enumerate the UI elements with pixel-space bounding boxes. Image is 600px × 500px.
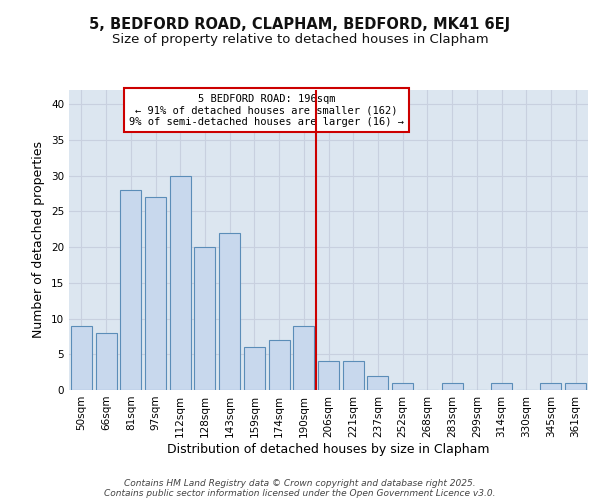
Bar — [392, 383, 413, 390]
Bar — [293, 326, 314, 390]
Text: Contains public sector information licensed under the Open Government Licence v3: Contains public sector information licen… — [104, 488, 496, 498]
Bar — [343, 362, 364, 390]
Bar — [95, 333, 116, 390]
Bar — [541, 383, 562, 390]
Bar — [145, 197, 166, 390]
Text: 5 BEDFORD ROAD: 196sqm
← 91% of detached houses are smaller (162)
9% of semi-det: 5 BEDFORD ROAD: 196sqm ← 91% of detached… — [129, 94, 404, 127]
Text: Contains HM Land Registry data © Crown copyright and database right 2025.: Contains HM Land Registry data © Crown c… — [124, 478, 476, 488]
Bar — [442, 383, 463, 390]
Text: Size of property relative to detached houses in Clapham: Size of property relative to detached ho… — [112, 32, 488, 46]
Bar — [565, 383, 586, 390]
Bar — [491, 383, 512, 390]
Y-axis label: Number of detached properties: Number of detached properties — [32, 142, 46, 338]
Bar — [269, 340, 290, 390]
Bar — [170, 176, 191, 390]
Bar — [71, 326, 92, 390]
X-axis label: Distribution of detached houses by size in Clapham: Distribution of detached houses by size … — [167, 442, 490, 456]
Bar — [219, 233, 240, 390]
Bar — [120, 190, 141, 390]
Text: 5, BEDFORD ROAD, CLAPHAM, BEDFORD, MK41 6EJ: 5, BEDFORD ROAD, CLAPHAM, BEDFORD, MK41 … — [89, 18, 511, 32]
Bar — [244, 347, 265, 390]
Bar — [367, 376, 388, 390]
Bar — [194, 247, 215, 390]
Bar — [318, 362, 339, 390]
